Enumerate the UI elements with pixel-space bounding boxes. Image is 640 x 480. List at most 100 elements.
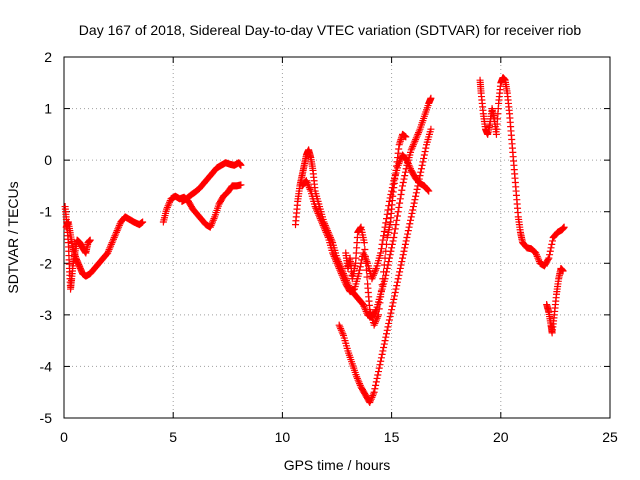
data-point: [404, 160, 412, 168]
data-point: [106, 244, 114, 252]
data-point: [417, 168, 425, 176]
data-point: [393, 282, 401, 290]
data-point: [321, 225, 329, 233]
data-point: [361, 304, 369, 312]
data-point: [387, 309, 395, 317]
data-point: [419, 158, 427, 166]
data-point: [331, 254, 339, 262]
data-point: [371, 268, 379, 276]
x-tick-label: 25: [602, 429, 618, 445]
series-riob_noon_d: [342, 130, 410, 329]
data-point: [306, 185, 314, 193]
data-point: [302, 177, 310, 185]
data-point: [337, 325, 345, 333]
data-point: [400, 247, 408, 255]
data-point: [209, 218, 217, 226]
data-point: [335, 264, 343, 272]
data-point: [113, 227, 121, 235]
data-point: [374, 313, 382, 321]
data-point: [115, 223, 123, 231]
data-point: [110, 235, 118, 243]
data-point: [109, 237, 117, 245]
data-point: [385, 319, 393, 327]
data-point: [206, 223, 214, 231]
data-point: [406, 163, 414, 171]
data-point: [104, 249, 112, 257]
data-point: [404, 158, 412, 166]
data-point: [412, 189, 420, 197]
data-point: [368, 275, 376, 283]
data-point: [389, 180, 397, 188]
data-point: [415, 178, 423, 186]
data-point: [163, 203, 171, 211]
data-point: [404, 230, 412, 238]
data-point: [546, 247, 554, 255]
data-point: [366, 397, 374, 405]
data-point: [210, 215, 218, 223]
series-riob_evening_a: [476, 74, 568, 270]
data-point: [404, 227, 412, 235]
data-point: [409, 203, 417, 211]
data-point: [371, 319, 379, 327]
data-point: [382, 219, 390, 227]
data-point: [332, 256, 340, 264]
data-point: [378, 350, 386, 358]
data-point: [399, 254, 407, 262]
data-point: [383, 330, 391, 338]
data-point: [397, 261, 405, 269]
data-point: [383, 215, 391, 223]
data-point: [311, 203, 319, 211]
data-point: [377, 287, 385, 295]
series-riob_early_b: [62, 213, 147, 280]
data-point: [372, 307, 380, 315]
data-point: [384, 206, 392, 214]
data-point: [139, 218, 147, 226]
data-point: [559, 267, 567, 275]
data-point: [317, 216, 325, 224]
data-point: [401, 172, 409, 180]
data-point: [377, 245, 385, 253]
data-point: [393, 216, 401, 224]
data-point: [390, 234, 398, 241]
data-point: [163, 205, 171, 213]
data-point: [391, 292, 399, 300]
data-point: [112, 230, 120, 238]
data-point: [534, 254, 542, 262]
data-point: [405, 161, 413, 169]
data-point: [381, 254, 389, 262]
data-point: [544, 255, 552, 263]
x-tick-labels: 0 5 10 15 20 25: [60, 429, 618, 445]
data-point: [416, 172, 424, 180]
data-point: [381, 337, 389, 345]
data-point: [402, 133, 410, 141]
data-point: [369, 390, 377, 398]
data-point: [375, 364, 383, 372]
data-point: [407, 216, 415, 224]
data-point: [388, 244, 396, 252]
data-point: [420, 154, 428, 162]
data-point: [110, 234, 118, 241]
data-point: [362, 307, 370, 315]
y-tick-label: 1: [44, 101, 52, 117]
data-point: [313, 206, 321, 214]
data-point: [420, 151, 428, 159]
data-point: [372, 318, 380, 326]
data-point: [360, 251, 368, 259]
data-point: [391, 229, 399, 237]
data-point: [385, 316, 393, 324]
data-point: [115, 221, 123, 229]
data-point: [415, 129, 423, 137]
data-point: [399, 178, 407, 186]
data-point: [376, 361, 384, 369]
data-point: [371, 385, 379, 393]
data-point: [406, 220, 414, 228]
data-point: [319, 221, 327, 229]
data-point: [114, 225, 122, 233]
data-point: [401, 168, 409, 176]
data-point: [396, 195, 404, 203]
data-point: [423, 185, 431, 193]
data-point: [360, 302, 368, 310]
data-point: [353, 374, 361, 382]
